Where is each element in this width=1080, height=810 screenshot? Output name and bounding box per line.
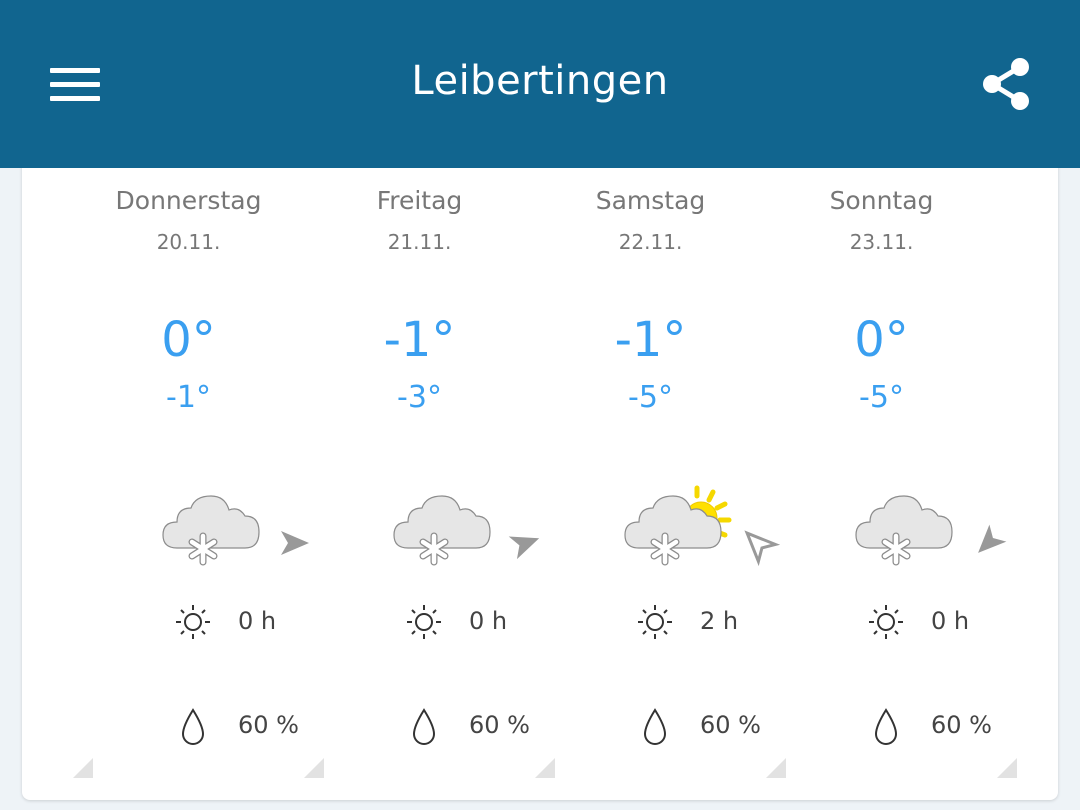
precipitation-probability: 60 % <box>404 706 544 746</box>
hamburger-icon[interactable] <box>50 68 100 104</box>
sun-icon <box>638 605 672 639</box>
day-column[interactable]: Donnerstag 20.11. 0° -1° 0 h 60 % <box>73 140 309 800</box>
sunshine-hours: 0 h <box>866 602 1006 642</box>
sunshine-hours: 0 h <box>404 602 544 642</box>
day-column[interactable] <box>997 140 1058 800</box>
raindrop-icon <box>874 708 898 745</box>
corner-marker <box>766 758 786 778</box>
share-icon[interactable] <box>980 56 1034 112</box>
raindrop-icon <box>412 708 436 745</box>
max-temperature: -1° <box>383 312 456 368</box>
date: 22.11. <box>618 230 683 254</box>
weekday: Sonntag <box>829 186 934 215</box>
app-header: Leibertingen <box>0 0 1080 168</box>
sun-icon <box>407 605 441 639</box>
min-temperature: -1° <box>166 380 211 415</box>
wind-direction-icon <box>281 531 309 555</box>
sun-icon <box>176 605 210 639</box>
max-temperature: 0° <box>854 312 909 368</box>
sunshine-hours: 2 h <box>635 602 775 642</box>
forecast-card[interactable]: Donnerstag 20.11. 0° -1° 0 h 60 % Freita… <box>22 140 1058 800</box>
snow-cloud-icon <box>162 495 260 566</box>
min-temperature: -5° <box>859 380 904 415</box>
raindrop-icon <box>643 708 667 745</box>
precipitation-probability: 60 % <box>173 706 313 746</box>
wind-direction-icon <box>978 524 1007 553</box>
sunshine-hours: 0 h <box>173 602 313 642</box>
snow-cloud-sun-icon <box>624 485 732 566</box>
corner-marker <box>304 758 324 778</box>
day-column[interactable]: Samstag 22.11. -1° -5° 2 h 60 % <box>535 140 781 800</box>
weekday: Freitag <box>376 186 463 215</box>
sun-icon <box>869 605 903 639</box>
precipitation-probability: 60 % <box>635 706 775 746</box>
snow-cloud-icon <box>393 495 491 566</box>
precipitation-probability: 60 % <box>866 706 1006 746</box>
corner-marker <box>73 758 93 778</box>
min-temperature: -5° <box>628 380 673 415</box>
weekday: Samstag <box>595 186 706 215</box>
snow-cloud-icon <box>855 495 953 566</box>
weekday: Donnerstag <box>115 186 262 215</box>
date: 20.11. <box>156 230 221 254</box>
wind-direction-icon <box>744 530 781 567</box>
max-temperature: 0° <box>161 312 216 368</box>
page-title: Leibertingen <box>411 58 669 104</box>
day-column[interactable]: Sonntag 23.11. 0° -5° 0 h 60 % <box>766 140 1007 800</box>
day-column[interactable]: Freitag 21.11. -1° -3° 0 h 60 % <box>304 140 540 800</box>
wind-direction-icon <box>508 536 540 560</box>
date: 23.11. <box>849 230 914 254</box>
raindrop-icon <box>181 708 205 745</box>
corner-marker <box>535 758 555 778</box>
corner-marker <box>997 758 1017 778</box>
date: 21.11. <box>387 230 452 254</box>
max-temperature: -1° <box>614 312 687 368</box>
min-temperature: -3° <box>397 380 442 415</box>
